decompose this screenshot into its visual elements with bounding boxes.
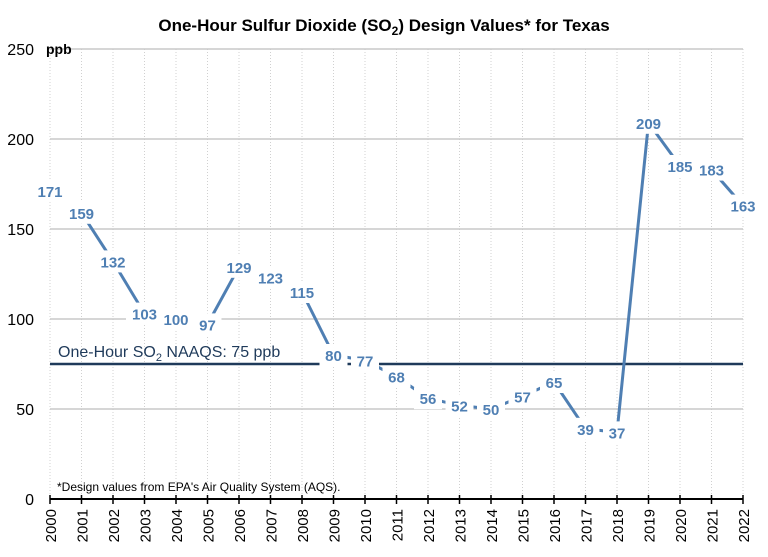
- x-tick-label: 2018: [610, 509, 627, 542]
- data-label-background: [382, 365, 411, 388]
- data-labels: 171 159 132 103 100 97 129 123 115 80 77 68 56 52 50 57…: [31, 111, 762, 444]
- gridlines: [49, 48, 744, 499]
- x-tick-label: 2011: [390, 509, 407, 541]
- x-tick-label: 2022: [736, 509, 753, 542]
- data-label-background: [220, 255, 258, 278]
- data-label: 39: [577, 422, 594, 439]
- y-tick-label: 50: [16, 402, 34, 419]
- x-tick-label: 2013: [453, 509, 470, 542]
- chart-title: One-Hour Sulfur Dioxide (SO2) Design Val…: [158, 16, 609, 38]
- data-label-background: [630, 111, 667, 134]
- data-label-background: [252, 266, 289, 289]
- data-label-background: [571, 417, 600, 440]
- data-label: 132: [100, 254, 125, 271]
- data-label: 57: [514, 389, 531, 406]
- x-tick-label: 2012: [421, 509, 438, 542]
- x-axis: 2000 2001 2002 2003 2004 2005 2006 2007 2008 2009…: [43, 495, 753, 542]
- data-label: 37: [609, 425, 626, 442]
- data-label-background: [693, 158, 730, 181]
- y-tick-label: 150: [7, 222, 34, 239]
- data-label-background: [540, 371, 568, 393]
- x-tick-label: 2003: [138, 509, 155, 542]
- data-label: 103: [132, 307, 157, 324]
- data-label-background: [603, 421, 631, 444]
- data-label: 80: [325, 348, 342, 365]
- data-label-background: [319, 344, 348, 366]
- x-tick-label: 2000: [43, 509, 60, 542]
- data-label: 97: [199, 317, 216, 334]
- x-tick-label: 2007: [264, 509, 281, 542]
- x-tick-label: 2020: [673, 509, 690, 542]
- data-label: 100: [163, 312, 188, 329]
- data-label-background: [94, 250, 132, 273]
- y-axis-ticks: 0 50 100 150 200 250: [7, 42, 34, 509]
- y-tick-label: 250: [7, 42, 34, 59]
- data-label: 183: [699, 163, 724, 180]
- x-tick-label: 2001: [75, 509, 92, 542]
- y-axis-unit-label: ppb: [46, 41, 72, 57]
- data-label-background: [661, 155, 699, 177]
- data-label: 185: [667, 159, 692, 176]
- x-tick-label: 2015: [516, 509, 533, 542]
- footnote: *Design values from EPA's Air Quality Sy…: [57, 480, 341, 494]
- x-tick-label: 2006: [232, 509, 249, 542]
- data-label-background: [157, 308, 195, 330]
- data-label: 171: [37, 184, 62, 201]
- y-tick-label: 200: [7, 132, 34, 149]
- series-segment: [615, 122, 650, 433]
- x-tick-label: 2005: [201, 509, 218, 542]
- x-tick-label: 2019: [642, 509, 659, 542]
- x-tick-label: 2008: [295, 509, 312, 542]
- y-tick-label: 0: [25, 492, 34, 509]
- data-label: 209: [636, 116, 661, 133]
- data-label: 68: [388, 370, 405, 387]
- data-label: 159: [69, 206, 94, 223]
- x-tick-label: 2004: [169, 509, 186, 542]
- data-label: 56: [420, 391, 437, 408]
- data-label-background: [126, 302, 163, 325]
- data-label: 77: [357, 353, 374, 370]
- data-label-background: [193, 313, 222, 336]
- data-label-background: [724, 194, 762, 217]
- data-label-background: [31, 180, 69, 203]
- data-label-background: [414, 387, 442, 410]
- data-label-background: [445, 394, 474, 417]
- data-label: 115: [290, 285, 314, 302]
- data-label: 163: [730, 199, 755, 216]
- data-label-background: [63, 201, 100, 224]
- data-label-background: [283, 281, 321, 303]
- data-label-background: [508, 385, 537, 408]
- data-label-background: [351, 349, 379, 372]
- x-tick-label: 2021: [705, 509, 722, 542]
- data-label: 129: [226, 260, 251, 277]
- x-tick-label: 2002: [106, 509, 123, 542]
- data-label-background: [477, 398, 505, 420]
- x-tick-label: 2016: [547, 509, 564, 542]
- x-tick-label: 2009: [327, 509, 344, 542]
- x-tick-label: 2017: [579, 509, 596, 542]
- x-tick-label: 2014: [484, 509, 501, 542]
- x-tick-label: 2010: [358, 509, 375, 542]
- data-label: 65: [546, 375, 563, 392]
- data-label: 50: [483, 402, 500, 419]
- data-label: 123: [258, 271, 283, 288]
- naaqs-reference-label: One-Hour SO2 NAAQS: 75 ppb: [58, 344, 280, 364]
- data-label: 52: [451, 398, 468, 415]
- y-tick-label: 100: [7, 312, 34, 329]
